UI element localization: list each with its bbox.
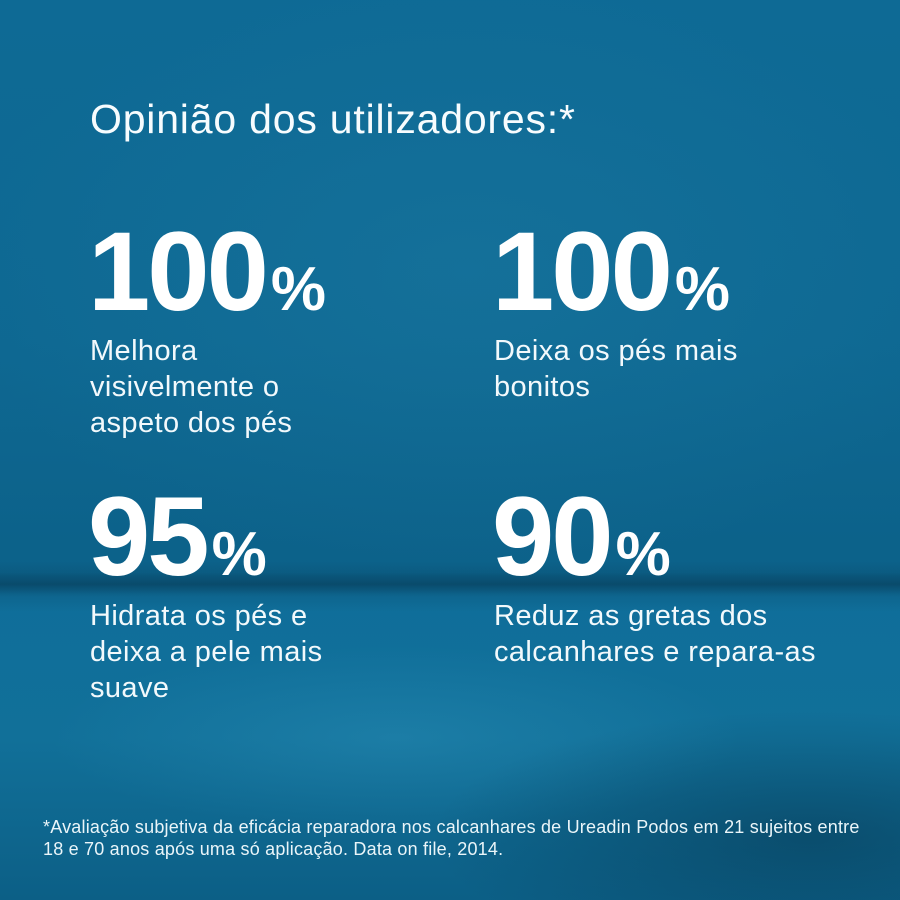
percent-sign: % (615, 520, 671, 589)
stat-value: 100% (88, 216, 326, 328)
stat-value: 90% (492, 481, 816, 593)
stat-value: 100% (492, 216, 738, 328)
percent-sign: % (270, 255, 327, 324)
stat-label: Reduz as gretas dos calcanhares e repara… (494, 600, 816, 668)
stat-label: Deixa os pés mais bonitos (494, 335, 738, 403)
stat-block-hydrates-feet: 95% Hidrata os pés e deixa a pele mais s… (88, 481, 323, 707)
stat-block-improves-appearance: 100% Melhora visivelmente o aspeto dos p… (88, 216, 326, 442)
percent-sign: % (211, 520, 267, 589)
footnote: *Avaliação subjetiva da eficácia reparad… (43, 817, 860, 860)
stat-number: 100 (88, 209, 269, 334)
stat-number: 95 (88, 474, 210, 599)
stat-number: 90 (492, 474, 614, 599)
stat-block-reduces-cracks: 90% Reduz as gretas dos calcanhares e re… (492, 481, 816, 671)
page-title: Opinião dos utilizadores:* (90, 96, 576, 142)
stat-block-prettier-feet: 100% Deixa os pés mais bonitos (492, 216, 738, 406)
percent-sign: % (674, 255, 731, 324)
stat-label: Hidrata os pés e deixa a pele mais suave (90, 600, 323, 704)
stat-number: 100 (492, 209, 673, 334)
stat-value: 95% (88, 481, 323, 593)
stat-label: Melhora visivelmente o aspeto dos pés (90, 335, 293, 439)
